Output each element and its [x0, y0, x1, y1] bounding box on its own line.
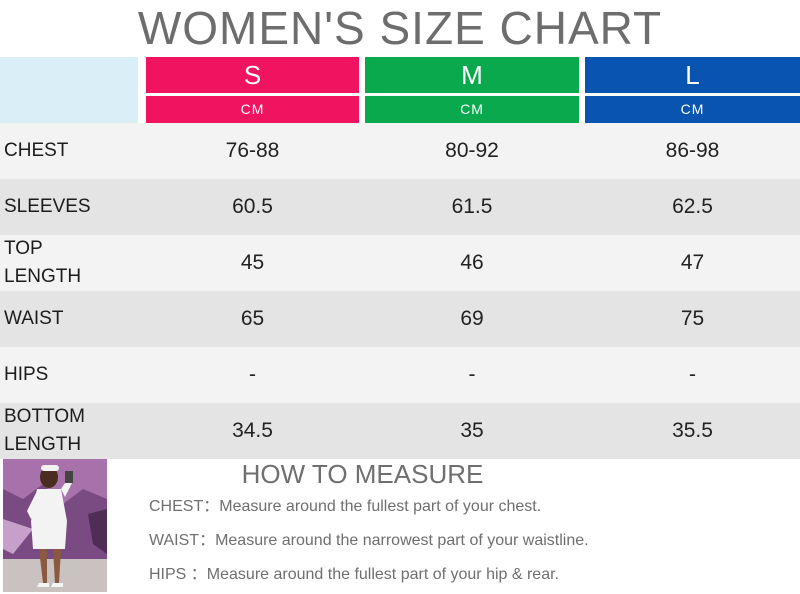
table-row: TOP LENGTH 45 46 47: [0, 235, 800, 291]
measure-item-hips: HIPS ：Measure around the fullest part of…: [149, 564, 559, 586]
value-s: 65: [240, 307, 265, 330]
row-label: CHEST: [4, 140, 69, 161]
value-m: 35: [460, 419, 484, 442]
value-m: 61.5: [451, 195, 493, 218]
table-row: HIPS - - -: [0, 347, 800, 403]
value-m: 46: [460, 251, 484, 274]
row-label: BOTTOM LENGTH: [4, 406, 85, 455]
table-row: CHEST 76-88 80-92 86-98: [0, 123, 800, 179]
value-l: 47: [680, 251, 705, 274]
table-row: SLEEVES 60.5 61.5 62.5: [0, 179, 800, 235]
measure-item-waist: WAIST：Measure around the narrowest part …: [149, 530, 589, 552]
value-s: 60.5: [232, 195, 273, 218]
chart-title: WOMEN'S SIZE CHART: [137, 2, 663, 54]
unit-header-s: CM: [146, 96, 359, 123]
value-m: -: [468, 363, 476, 386]
value-s: 45: [240, 251, 265, 274]
table-row: WAIST 65 69 75: [0, 291, 800, 347]
measure-text: Measure around the fullest part of your …: [219, 498, 542, 515]
size-header-s: S: [146, 57, 359, 93]
measure-text: Measure around the narrowest part of you…: [215, 532, 589, 549]
size-header-m: M: [365, 57, 579, 93]
unit-header-l: CM: [585, 96, 800, 123]
measure-item-chest: CHEST：Measure around the fullest part of…: [149, 496, 541, 518]
model-photo: [3, 459, 107, 592]
value-l: 86-98: [665, 139, 720, 162]
size-header-l: L: [585, 57, 800, 93]
row-label: SLEEVES: [4, 196, 91, 217]
value-l: 75: [680, 307, 705, 330]
row-label: WAIST: [4, 308, 64, 329]
table-row: BOTTOM LENGTH 34.5 35 35.5: [0, 403, 800, 459]
measure-key: HIPS ：: [149, 566, 207, 583]
header-corner: [0, 57, 138, 123]
how-to-measure-title: HOW TO MEASURE: [241, 459, 484, 489]
value-l: 35.5: [672, 419, 713, 442]
value-s: -: [249, 363, 256, 386]
row-label: TOP LENGTH: [4, 238, 82, 287]
measure-text: Measure around the fullest part of your …: [206, 566, 559, 583]
value-m: 69: [460, 307, 484, 330]
value-s: 76-88: [225, 139, 280, 162]
measure-key: CHEST：: [149, 498, 220, 515]
value-m: 80-92: [445, 139, 499, 162]
value-s: 34.5: [232, 419, 273, 442]
row-label: HIPS: [4, 364, 49, 385]
value-l: -: [689, 363, 696, 386]
measure-key: WAIST：: [149, 532, 216, 549]
value-l: 62.5: [672, 195, 713, 218]
unit-header-m: CM: [365, 96, 579, 123]
